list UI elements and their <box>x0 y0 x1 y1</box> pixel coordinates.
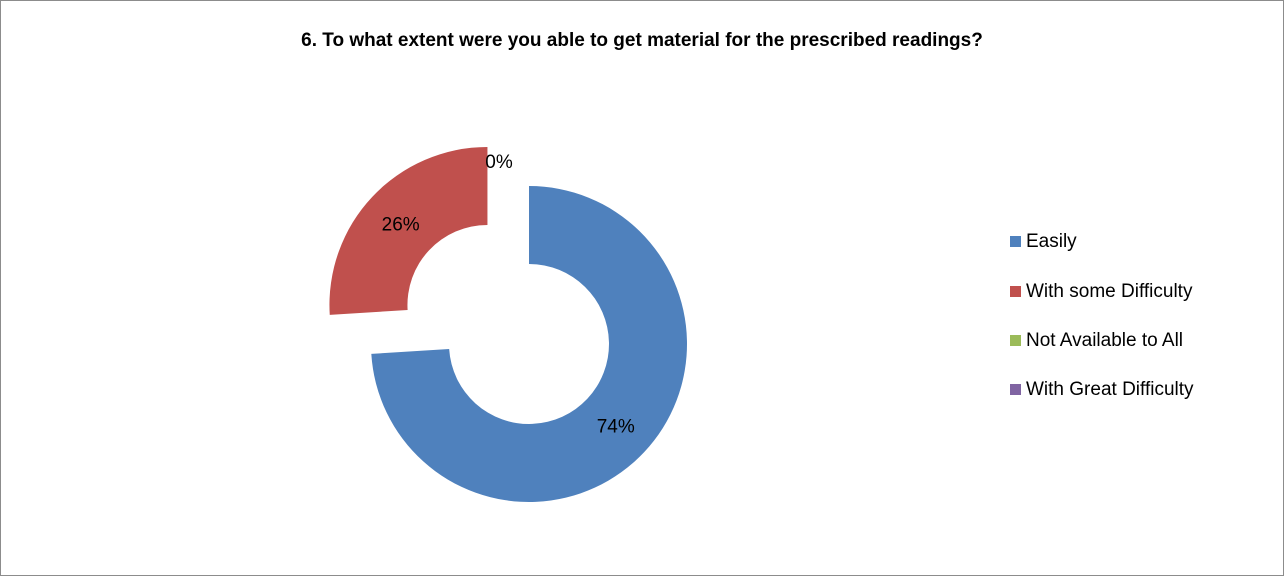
data-label-not-available-to-all: 0% <box>485 152 513 173</box>
legend-swatch-with-great-difficulty <box>1010 384 1021 395</box>
data-label-with-some-difficulty: 26% <box>382 215 420 236</box>
legend-label-not-available-to-all: Not Available to All <box>1026 330 1184 351</box>
chart-title: 6. To what extent were you able to get m… <box>301 30 983 51</box>
data-label-easily: 74% <box>597 416 635 437</box>
slice-easily <box>371 186 687 503</box>
legend-label-with-great-difficulty: With Great Difficulty <box>1026 379 1194 400</box>
slice-with-some-difficulty <box>329 146 488 315</box>
legend-label-with-some-difficulty: With some Difficulty <box>1026 281 1193 302</box>
legend-swatch-not-available-to-all <box>1010 335 1021 346</box>
legend-swatch-easily <box>1010 236 1021 247</box>
legend-label-easily: Easily <box>1026 231 1077 252</box>
legend-swatch-with-some-difficulty <box>1010 286 1021 297</box>
